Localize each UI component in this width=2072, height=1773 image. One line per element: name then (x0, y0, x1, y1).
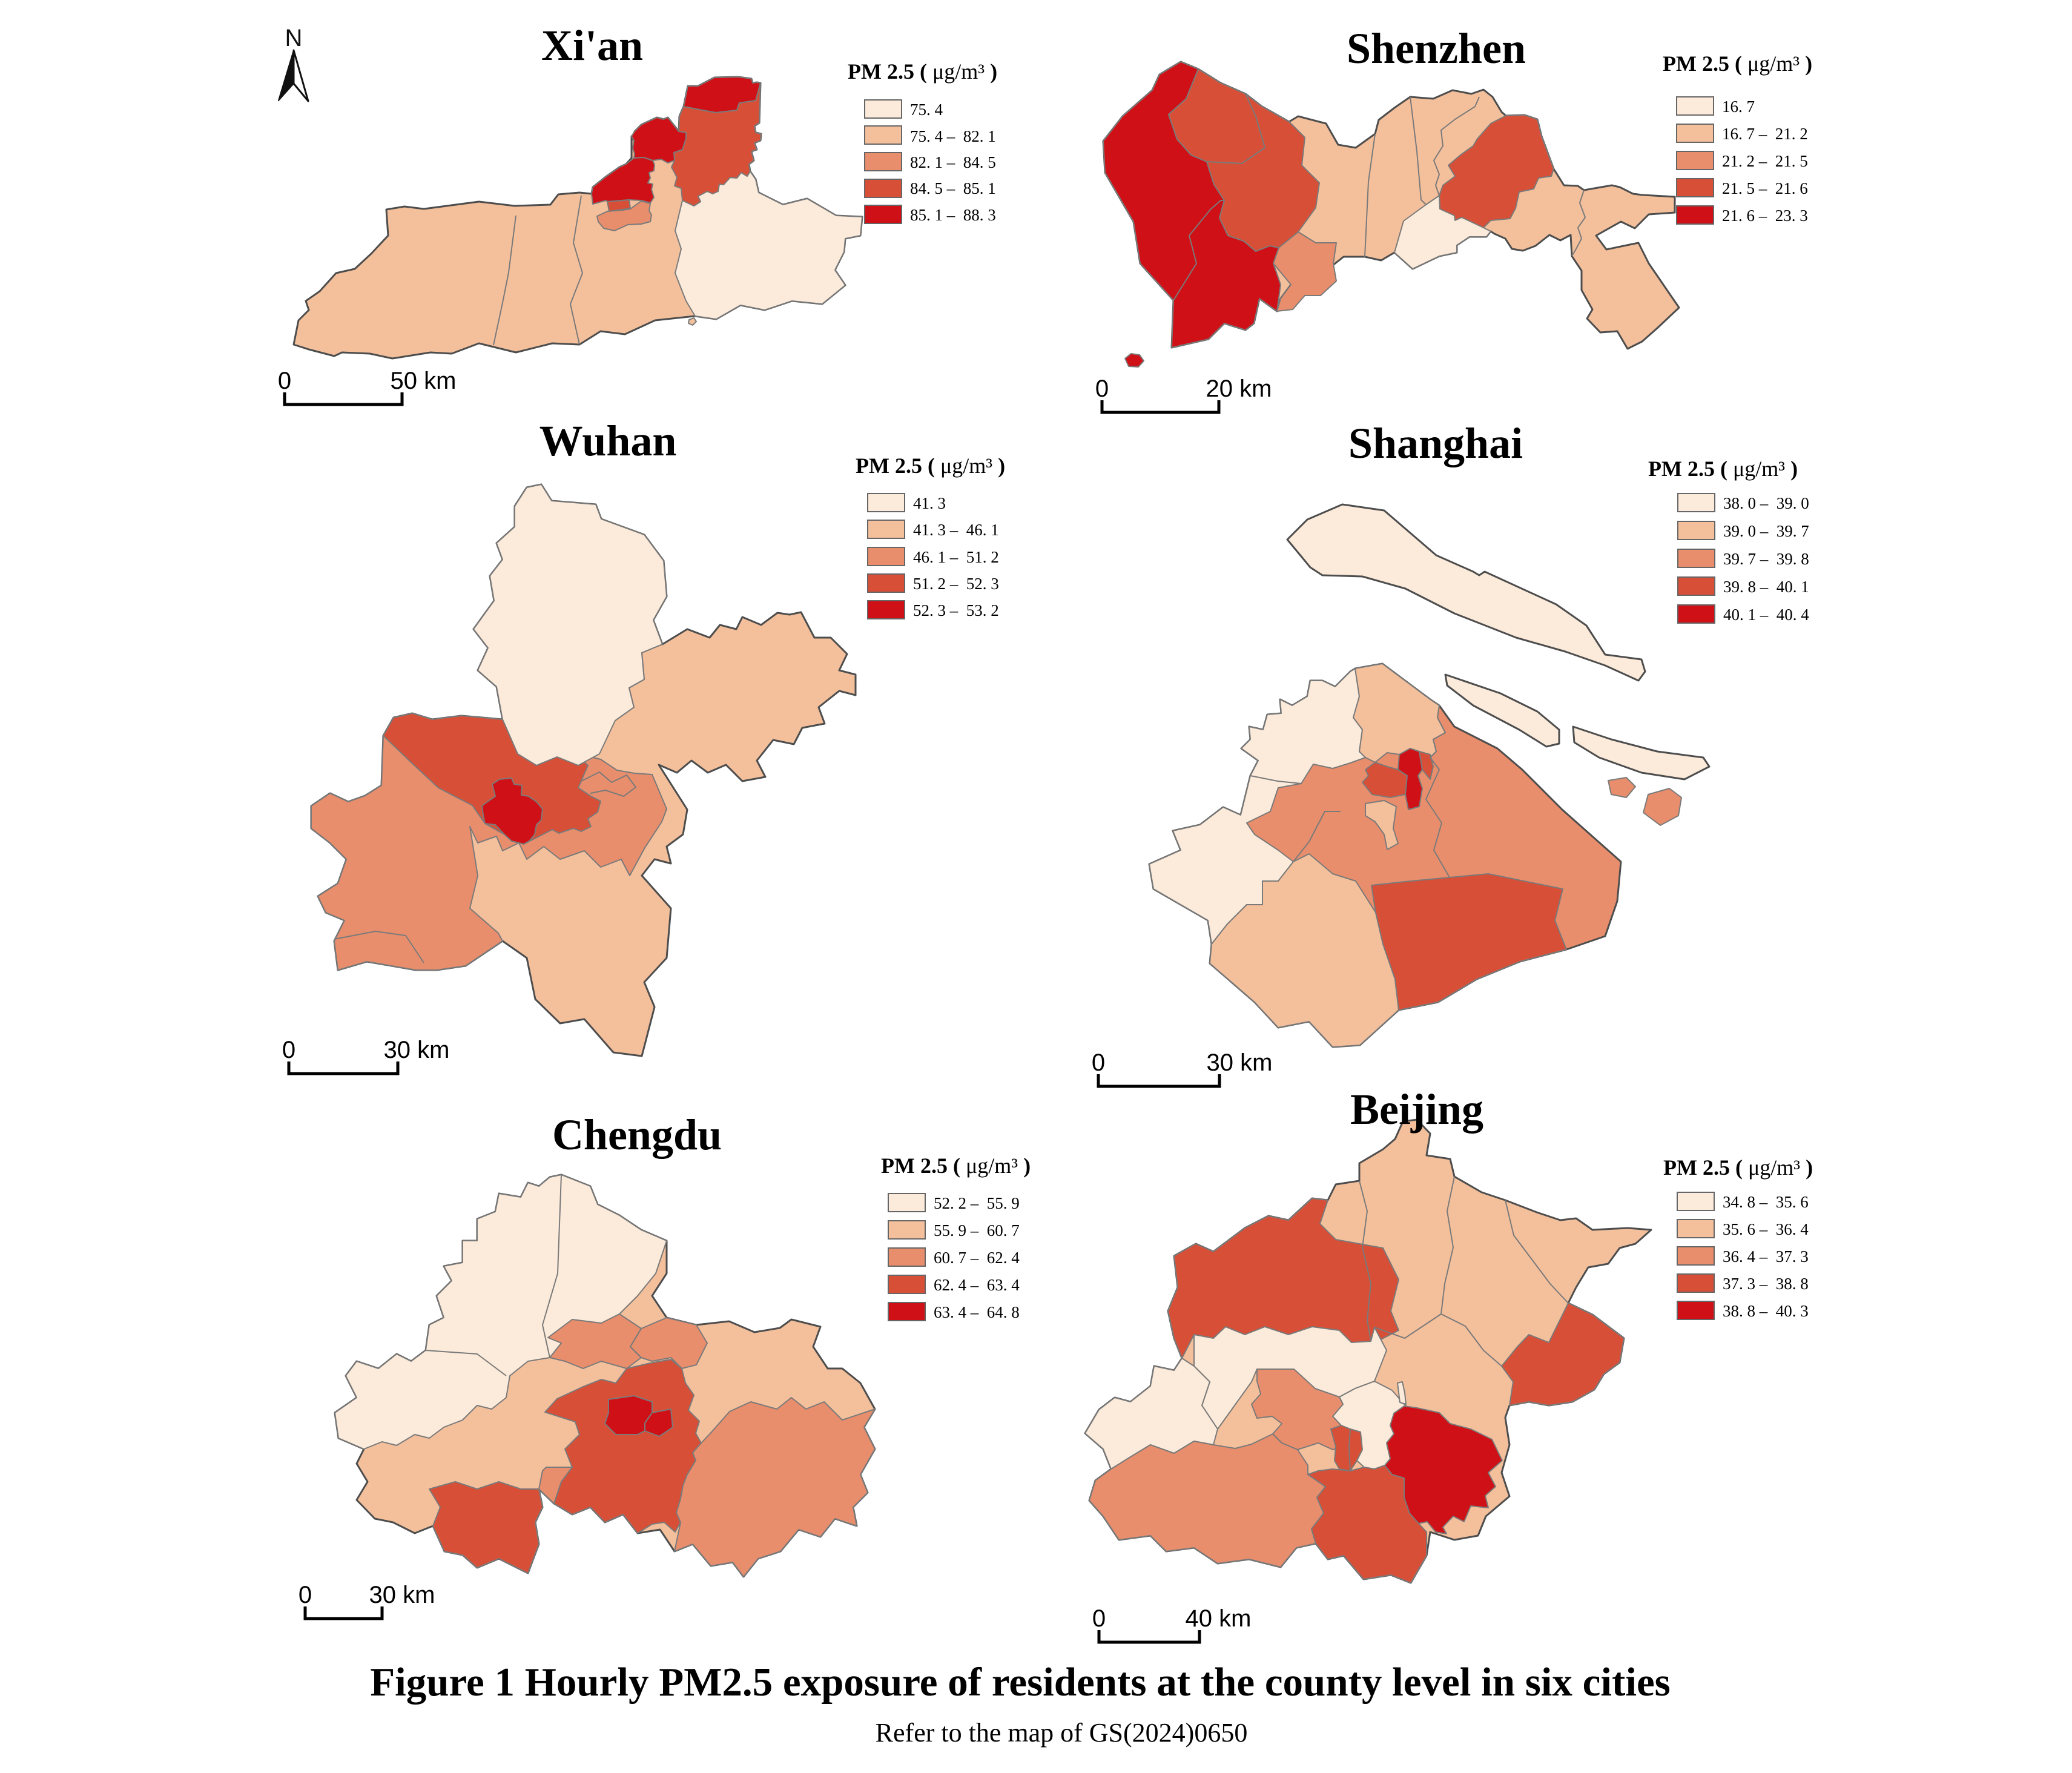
svg-text:16. 7: 16. 7 (1722, 97, 1755, 116)
svg-text:37. 3 – 38. 8: 37. 3 – 38. 8 (1723, 1275, 1809, 1293)
svg-text:Shenzhen: Shenzhen (1347, 24, 1526, 73)
svg-text:0: 0 (299, 1582, 312, 1608)
svg-text:39. 7 – 39. 8: 39. 7 – 39. 8 (1723, 550, 1809, 568)
svg-text:39. 8 – 40. 1: 39. 8 – 40. 1 (1723, 578, 1809, 596)
svg-text:Chengdu: Chengdu (552, 1111, 722, 1159)
svg-text:Refer to the map of GS(2024)06: Refer to the map of GS(2024)0650 (876, 1718, 1248, 1748)
svg-text:40 km: 40 km (1186, 1605, 1252, 1632)
svg-text:41. 3 – 46. 1: 41. 3 – 46. 1 (913, 521, 999, 539)
svg-text:30 km: 30 km (384, 1037, 450, 1063)
svg-text:62. 4 – 63. 4: 62. 4 – 63. 4 (934, 1276, 1020, 1294)
svg-text:52. 3 – 53. 2: 52. 3 – 53. 2 (913, 601, 999, 619)
svg-text:75. 4 – 82. 1: 75. 4 – 82. 1 (910, 127, 996, 145)
svg-text:21. 5 – 21. 6: 21. 5 – 21. 6 (1722, 179, 1808, 197)
svg-text:PM 2.5 ( μg/m³ ): PM 2.5 ( μg/m³ ) (856, 454, 1005, 478)
svg-text:35. 6 – 36. 4: 35. 6 – 36. 4 (1723, 1220, 1809, 1238)
svg-text:34. 8 – 35. 6: 34. 8 – 35. 6 (1723, 1193, 1809, 1211)
svg-text:0: 0 (278, 368, 291, 394)
svg-text:21. 2 – 21. 5: 21. 2 – 21. 5 (1722, 152, 1808, 170)
svg-text:Shanghai: Shanghai (1348, 419, 1523, 467)
svg-text:40. 1 – 40. 4: 40. 1 – 40. 4 (1723, 606, 1809, 624)
svg-text:PM 2.5 ( μg/m³ ): PM 2.5 ( μg/m³ ) (1648, 457, 1798, 481)
svg-text:PM 2.5 ( μg/m³ ): PM 2.5 ( μg/m³ ) (881, 1154, 1031, 1178)
svg-text:84. 5 – 85. 1: 84. 5 – 85. 1 (910, 179, 996, 197)
svg-text:Beijing: Beijing (1350, 1085, 1483, 1134)
svg-text:PM 2.5 ( μg/m³ ): PM 2.5 ( μg/m³ ) (1663, 51, 1812, 76)
svg-text:63. 4 – 64. 8: 63. 4 – 64. 8 (934, 1303, 1020, 1321)
svg-text:55. 9 – 60. 7: 55. 9 – 60. 7 (934, 1221, 1020, 1240)
svg-text:85. 1 – 88. 3: 85. 1 – 88. 3 (910, 206, 996, 224)
svg-text:PM 2.5 ( μg/m³ ): PM 2.5 ( μg/m³ ) (848, 59, 997, 84)
svg-text:75. 4: 75. 4 (910, 101, 943, 119)
svg-text:38. 0 – 39. 0: 38. 0 – 39. 0 (1723, 494, 1809, 512)
svg-text:82. 1 – 84. 5: 82. 1 – 84. 5 (910, 153, 996, 171)
svg-text:60. 7 – 62. 4: 60. 7 – 62. 4 (934, 1249, 1020, 1267)
svg-text:46. 1 – 51. 2: 46. 1 – 51. 2 (913, 548, 999, 566)
svg-text:21. 6 – 23. 3: 21. 6 – 23. 3 (1722, 206, 1808, 225)
svg-text:0: 0 (1092, 1605, 1106, 1632)
svg-text:30 km: 30 km (1207, 1049, 1273, 1076)
svg-text:Figure 1 Hourly PM2.5 exposure: Figure 1 Hourly PM2.5 exposure of reside… (370, 1660, 1671, 1705)
svg-text:Wuhan: Wuhan (539, 417, 677, 465)
svg-text:PM 2.5 ( μg/m³ ): PM 2.5 ( μg/m³ ) (1663, 1155, 1813, 1180)
svg-text:20 km: 20 km (1206, 375, 1272, 402)
svg-text:N: N (285, 25, 303, 51)
svg-text:0: 0 (1092, 1049, 1105, 1076)
svg-text:30 km: 30 km (369, 1582, 435, 1608)
svg-text:16. 7 – 21. 2: 16. 7 – 21. 2 (1722, 125, 1808, 143)
svg-text:Xi'an: Xi'an (541, 21, 643, 70)
svg-text:52. 2 – 55. 9: 52. 2 – 55. 9 (934, 1194, 1020, 1212)
svg-text:38. 8 – 40. 3: 38. 8 – 40. 3 (1723, 1302, 1809, 1320)
svg-text:39. 0 – 39. 7: 39. 0 – 39. 7 (1723, 522, 1809, 540)
svg-text:41. 3: 41. 3 (913, 494, 946, 512)
svg-text:0: 0 (282, 1037, 295, 1063)
svg-text:51. 2 – 52. 3: 51. 2 – 52. 3 (913, 575, 999, 593)
svg-text:50 km: 50 km (391, 368, 457, 394)
svg-text:36. 4 – 37. 3: 36. 4 – 37. 3 (1723, 1247, 1809, 1266)
svg-text:0: 0 (1095, 375, 1109, 402)
